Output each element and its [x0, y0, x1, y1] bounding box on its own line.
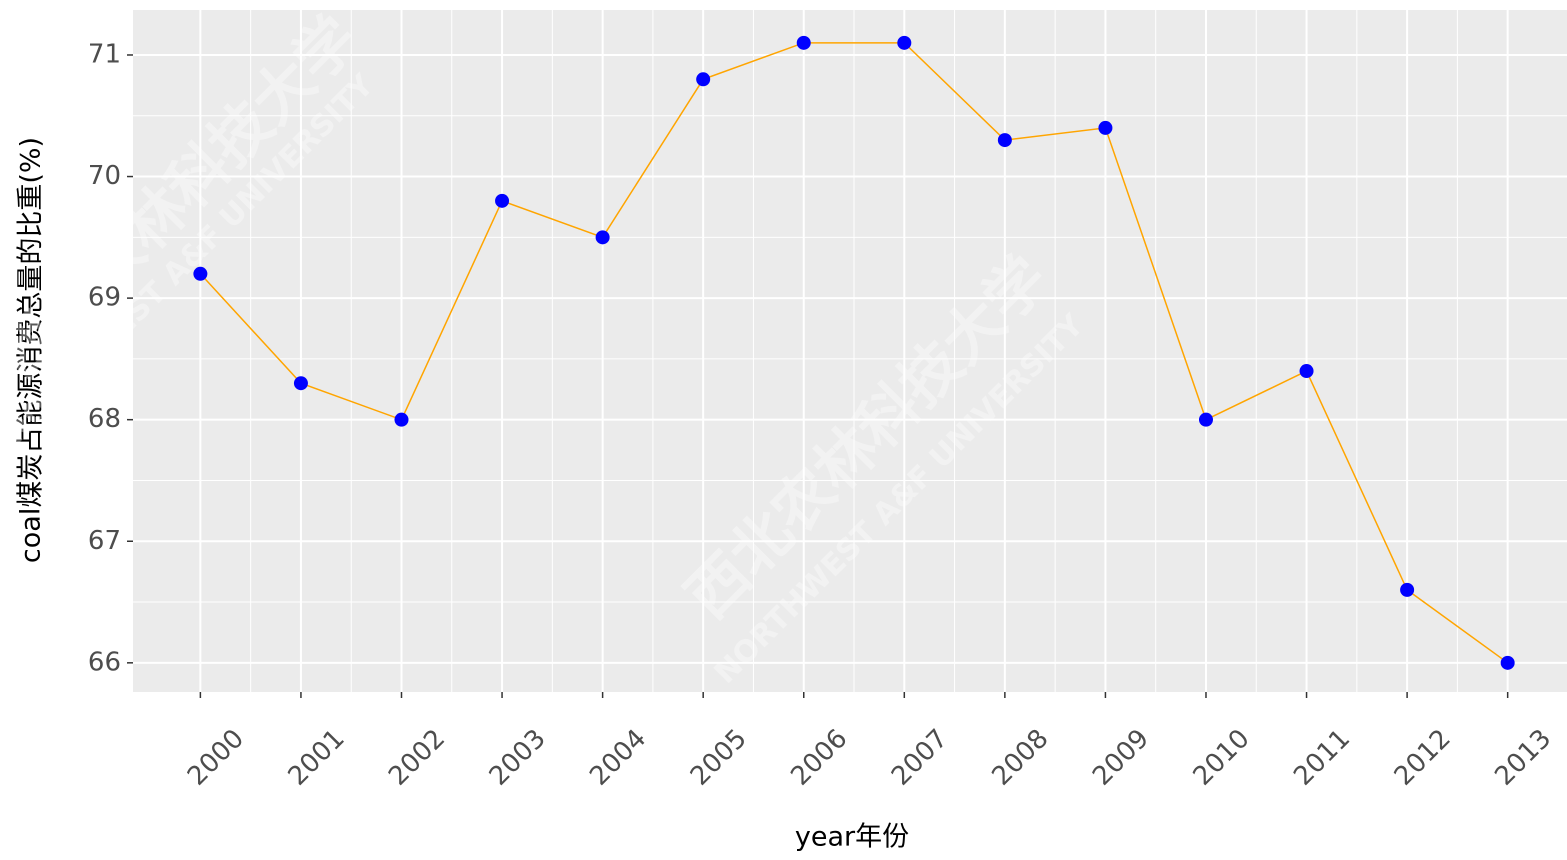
point [796, 35, 811, 50]
y-tick-label: 69 [88, 283, 121, 313]
line [199, 42, 1509, 664]
point [1198, 412, 1213, 427]
x-tick-label: 2004 [584, 724, 652, 792]
point [1500, 655, 1515, 670]
marks [193, 35, 1515, 670]
y-tick-label: 68 [88, 404, 121, 434]
point [1400, 582, 1415, 597]
point [293, 376, 308, 391]
x-tick-label: 2013 [1489, 724, 1557, 792]
x-tick-label: 2001 [283, 724, 351, 792]
y-tick-label: 70 [88, 161, 121, 191]
x-tick-label: 2006 [785, 724, 853, 792]
x-tick-label: 2008 [987, 724, 1055, 792]
panel [133, 10, 1567, 692]
y-tick-label: 67 [88, 526, 121, 556]
point [495, 193, 510, 208]
x-tick-label: 2009 [1087, 724, 1155, 792]
y-axis-title: coal煤炭占能源消费总量的比重(%) [16, 137, 47, 563]
point [394, 412, 409, 427]
y-tick-label: 66 [88, 647, 121, 677]
x-tick-label: 2007 [886, 724, 954, 792]
x-tick-label: 2011 [1288, 724, 1356, 792]
x-tick-label: 2003 [484, 724, 552, 792]
point [1299, 364, 1314, 379]
y-tick-label: 71 [88, 39, 121, 69]
point [897, 35, 912, 50]
point [696, 72, 711, 87]
grid [133, 10, 1567, 692]
x-tick-label: 2002 [383, 724, 451, 792]
x-tick-label: 2010 [1188, 724, 1256, 792]
x-tick-label: 2000 [182, 724, 250, 792]
x-tick-label: 2012 [1389, 724, 1457, 792]
point [997, 133, 1012, 148]
point [1098, 120, 1113, 135]
x-axis-title: year年份 [795, 822, 909, 853]
point [595, 230, 610, 245]
point [193, 266, 208, 281]
x-tick-label: 2005 [685, 724, 753, 792]
